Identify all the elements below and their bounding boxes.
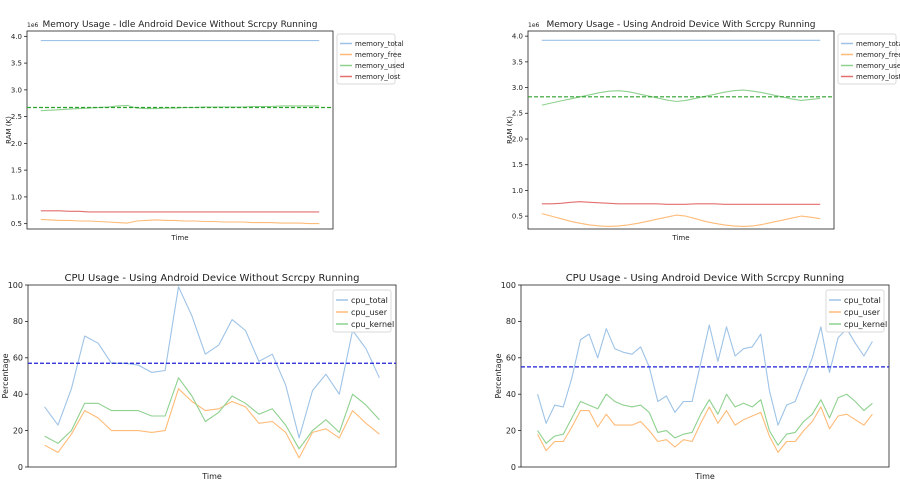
y-tick-label: 80 <box>506 317 516 326</box>
legend-entry-cpu-total: cpu_total <box>844 296 881 305</box>
plot-frame <box>527 30 835 230</box>
y-axis-label: RAM (K) <box>506 116 514 144</box>
y-tick-label: 80 <box>13 317 23 326</box>
y-tick-label: 2.5 <box>11 113 22 121</box>
y-tick-label: 3.5 <box>512 58 523 66</box>
legend-entry-cpu-user: cpu_user <box>844 308 881 317</box>
chart-title: CPU Usage - Using Android Device With Sc… <box>566 273 845 284</box>
y-tick-label: 60 <box>506 354 516 363</box>
y-tick-label: 40 <box>506 390 516 399</box>
y-tick-label: 1.0 <box>512 187 523 195</box>
series-line-cpu-user <box>44 388 380 459</box>
series-line-memory-free <box>40 218 320 225</box>
chart-3: CPU Usage - Using Android Device Without… <box>1 273 397 481</box>
y-tick-label: 0 <box>511 463 516 472</box>
legend: memory_total memory_free memory_usedmemory… <box>336 33 405 85</box>
legend-entry-cpu-user: cpu_user <box>351 308 388 317</box>
y-tick-label: 20 <box>506 426 516 435</box>
y-tick-label: 60 <box>13 354 23 363</box>
series-line-cpu-total <box>537 324 873 426</box>
chart-title: Memory Usage - Using Android Device With… <box>546 20 815 30</box>
chart-title: Memory Usage - Idle Android Device Witho… <box>43 20 318 30</box>
series-line-cpu-kernel <box>537 393 873 446</box>
y-tick-label: 100 <box>8 281 23 290</box>
y-axis-label: Percentage <box>494 353 503 398</box>
y-tick-label: 0.5 <box>512 213 523 221</box>
y-tick-label: 2.5 <box>512 110 523 118</box>
axis-scale-label: 1e6 <box>528 22 540 29</box>
legend-entry-memory-used: memory_used <box>856 62 900 70</box>
axis-scale-label: 1e6 <box>27 22 39 29</box>
series-line-memory-lost <box>541 201 821 205</box>
chart-4: CPU Usage - Using Android Device With Sc… <box>494 273 890 481</box>
y-tick-label: 40 <box>13 390 23 399</box>
y-tick-label: 1.5 <box>512 161 523 169</box>
y-tick-label: 3.0 <box>512 84 523 92</box>
y-tick-label: 100 <box>501 281 516 290</box>
series-line-cpu-kernel <box>44 377 380 450</box>
chart-1: Memory Usage - Idle Android Device Witho… <box>5 20 405 242</box>
x-axis-label: Time <box>170 234 188 242</box>
y-tick-label: 0 <box>18 463 23 472</box>
plot-frame <box>520 284 890 468</box>
y-axis-label: Percentage <box>1 353 10 398</box>
legend-entry-memory-used: memory_used <box>355 62 405 70</box>
legend: cpu_total cpu_user cpu_kernel <box>332 289 394 333</box>
series-line-memory-used <box>541 89 821 106</box>
series-line-memory-free <box>541 213 821 227</box>
legend: cpu_total cpu_user cpu_kernel <box>825 289 887 333</box>
y-tick-label: 1.0 <box>11 193 22 201</box>
legend-box <box>336 33 396 85</box>
plot-frame <box>26 30 334 230</box>
legend-entry-memory-lost: memory_lost <box>355 73 401 81</box>
series-line-cpu-total <box>44 286 380 439</box>
y-tick-label: 2.0 <box>11 140 22 148</box>
legend-entry-memory-total: memory_total <box>355 40 404 48</box>
x-axis-label: Time <box>694 472 715 481</box>
y-tick-label: 3.5 <box>11 60 22 68</box>
legend-box <box>837 33 897 85</box>
x-axis-label: Time <box>201 472 222 481</box>
plot-frame <box>27 284 397 468</box>
x-axis-label: Time <box>671 234 689 242</box>
y-tick-label: 20 <box>13 426 23 435</box>
legend: memory_total memory_free memory_usedmemory… <box>837 33 900 85</box>
y-tick-label: 3.0 <box>11 86 22 94</box>
legend-entry-memory-lost: memory_lost <box>856 73 900 81</box>
chart-2: Memory Usage - Using Android Device With… <box>506 20 900 242</box>
y-axis-label: RAM (K) <box>5 116 13 144</box>
legend-entry-memory-total: memory_total <box>856 40 900 48</box>
legend-entry-memory-free: memory_free <box>355 51 402 59</box>
chart-title: CPU Usage - Using Android Device Without… <box>65 273 360 284</box>
y-tick-label: 4.0 <box>11 33 22 41</box>
legend-entry-cpu-kernel: cpu_kernel <box>351 320 394 329</box>
y-tick-label: 2.0 <box>512 135 523 143</box>
series-line-memory-lost <box>40 210 320 213</box>
legend-entry-memory-free: memory_free <box>856 51 900 59</box>
y-tick-label: 1.5 <box>11 167 22 175</box>
series-line-cpu-user <box>537 406 873 453</box>
legend-entry-cpu-kernel: cpu_kernel <box>844 320 887 329</box>
y-tick-label: 4.0 <box>512 33 523 41</box>
y-tick-label: 0.5 <box>11 220 22 228</box>
legend-entry-cpu-total: cpu_total <box>351 296 388 305</box>
